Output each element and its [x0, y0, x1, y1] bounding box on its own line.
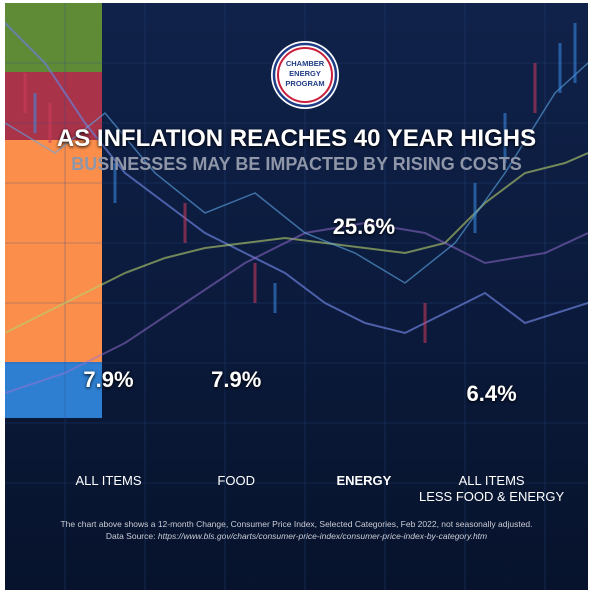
value-label: 25.6%: [332, 214, 396, 239]
x-tick-label: FOOD: [217, 473, 255, 488]
infographic: CHAMBER ENERGY PROGRAM AS INFLATION REAC…: [5, 3, 588, 590]
source: Data Source: https://www.bls.gov/charts/…: [5, 531, 588, 541]
value-label: 6.4%: [466, 380, 517, 406]
bar: [5, 362, 102, 418]
x-tick-label: ALL ITEMS: [75, 473, 142, 488]
chart-subtitle: BUSINESSES MAY BE IMPACTED BY RISING COS…: [71, 154, 522, 174]
x-tick-label: ALL ITEMS LESS FOOD & ENERGY: [418, 473, 565, 504]
source-label: Data Source:: [105, 531, 156, 541]
value-label: 7.9%: [83, 367, 134, 393]
background: CHAMBER ENERGY PROGRAM: [5, 3, 588, 590]
bar: [5, 3, 102, 72]
x-tick-label: ENERGY: [336, 473, 392, 488]
logo-text: ENERGY: [289, 69, 321, 78]
logo-text: CHAMBER: [286, 59, 325, 68]
chart-title: AS INFLATION REACHES 40 YEAR HIGHS: [56, 125, 537, 152]
logo: CHAMBER ENERGY PROGRAM: [271, 41, 339, 109]
source-url: https://www.bls.gov/charts/consumer-pric…: [157, 531, 488, 541]
caption: The chart above shows a 12-month Change,…: [60, 519, 533, 529]
value-label: 7.9%: [211, 367, 262, 393]
logo-text: PROGRAM: [285, 79, 324, 88]
